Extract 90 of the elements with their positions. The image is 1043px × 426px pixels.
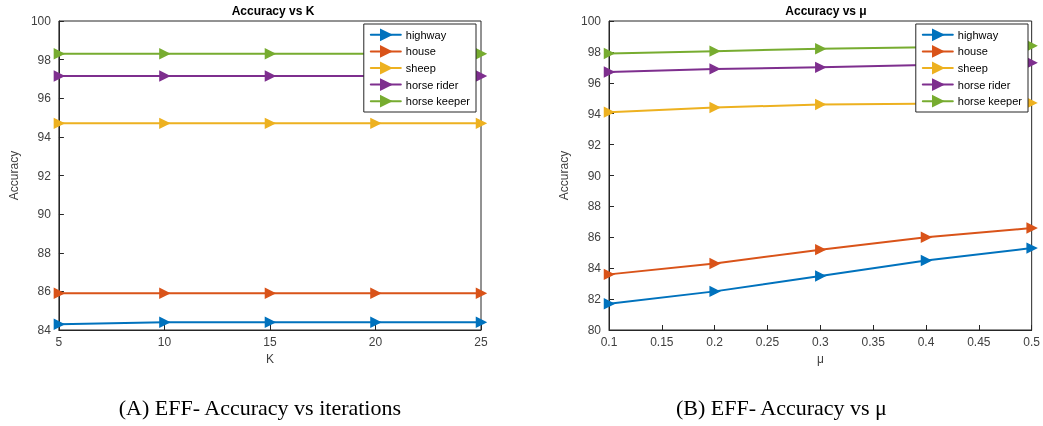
point	[709, 102, 720, 113]
point	[159, 288, 170, 299]
legend-label: horse rider	[405, 78, 459, 91]
point	[709, 286, 720, 297]
y-tick-label: 92	[37, 168, 52, 183]
y-tick-label: 82	[587, 292, 602, 307]
y-tick-label: 98	[37, 52, 52, 67]
y-axis-title: Accuracy	[7, 150, 21, 201]
point	[815, 43, 826, 55]
chart-title: Accuracy vs μ	[785, 4, 867, 18]
point	[370, 288, 381, 299]
y-tick-label: 86	[587, 230, 602, 245]
y-tick-label: 80	[587, 323, 602, 337]
point	[603, 106, 615, 118]
point	[370, 317, 381, 328]
point	[159, 118, 170, 129]
x-tick-label: 25	[474, 335, 488, 349]
legend-label: house	[957, 45, 988, 58]
legend-label: sheep	[957, 62, 988, 74]
point	[709, 258, 720, 269]
y-tick-label: 88	[587, 199, 602, 214]
point	[815, 62, 826, 73]
y-tick-label: 100	[30, 14, 52, 28]
x-tick-label: 15	[263, 335, 277, 349]
point	[815, 270, 826, 282]
y-tick-label: 96	[37, 91, 52, 106]
point	[920, 255, 932, 266]
x-tick-label: 5	[55, 335, 63, 349]
point	[815, 99, 826, 110]
legend-label: house	[405, 45, 436, 58]
legend-label: sheep	[405, 62, 436, 74]
point	[264, 118, 276, 129]
y-tick-label: 92	[587, 137, 602, 152]
y-tick-label: 96	[587, 75, 602, 90]
point	[709, 63, 720, 75]
point	[1026, 242, 1037, 254]
point	[815, 244, 826, 255]
point	[709, 45, 720, 57]
point	[53, 118, 65, 129]
y-tick-label: 88	[37, 245, 52, 260]
y-tick-label: 94	[587, 106, 602, 121]
x-axis-title: K	[265, 351, 274, 366]
point	[475, 288, 487, 299]
x-tick-label: 0.35	[861, 335, 886, 349]
x-tick-label: 0.25	[755, 335, 780, 349]
y-tick-label: 84	[587, 261, 602, 276]
point	[159, 48, 170, 60]
point	[370, 118, 381, 129]
x-tick-label: 0.3	[811, 335, 829, 349]
point	[603, 66, 615, 78]
point	[603, 269, 615, 280]
point	[53, 318, 65, 330]
text: (B) EFF- Accuracy vs μ	[675, 394, 887, 420]
y-tick-label: 98	[587, 44, 602, 59]
y-tick-label: 90	[37, 207, 52, 222]
point	[475, 118, 487, 129]
x-tick-label: 0.2	[706, 335, 724, 349]
legend-label: highway	[957, 28, 999, 41]
x-tick-label: 10	[157, 335, 172, 349]
point	[53, 288, 65, 299]
point	[264, 288, 276, 299]
legend-label: horse keeper	[405, 95, 471, 108]
y-tick-label: 86	[37, 284, 52, 299]
y-tick-label: 94	[37, 129, 52, 144]
x-tick-label: 0.15	[650, 335, 674, 349]
point	[603, 48, 615, 59]
x-tick-label: 0.1	[600, 335, 618, 349]
y-tick-label: 90	[587, 168, 602, 183]
point	[475, 317, 487, 328]
x-axis-title: μ	[816, 351, 824, 366]
x-tick-label: 0.5	[1023, 335, 1041, 349]
legend-label: horse keeper	[957, 95, 1023, 108]
point	[159, 317, 170, 328]
x-tick-label: 0.4	[917, 335, 935, 349]
point	[1026, 222, 1037, 234]
point	[264, 317, 276, 328]
point	[603, 298, 615, 309]
chart-title: Accuracy vs K	[231, 4, 315, 18]
point	[264, 48, 276, 60]
point	[159, 70, 170, 82]
y-tick-label: 100	[580, 14, 602, 28]
point	[920, 232, 932, 243]
legend-label: highway	[405, 28, 447, 41]
y-tick-label: 84	[37, 323, 52, 337]
text: (A) EFF- Accuracy vs iterations	[118, 394, 402, 420]
x-tick-label: 0.45	[967, 335, 991, 349]
y-axis-title: Accuracy	[557, 150, 572, 201]
point	[53, 48, 65, 60]
x-tick-label: 20	[368, 335, 383, 349]
legend-label: horse rider	[957, 78, 1011, 91]
